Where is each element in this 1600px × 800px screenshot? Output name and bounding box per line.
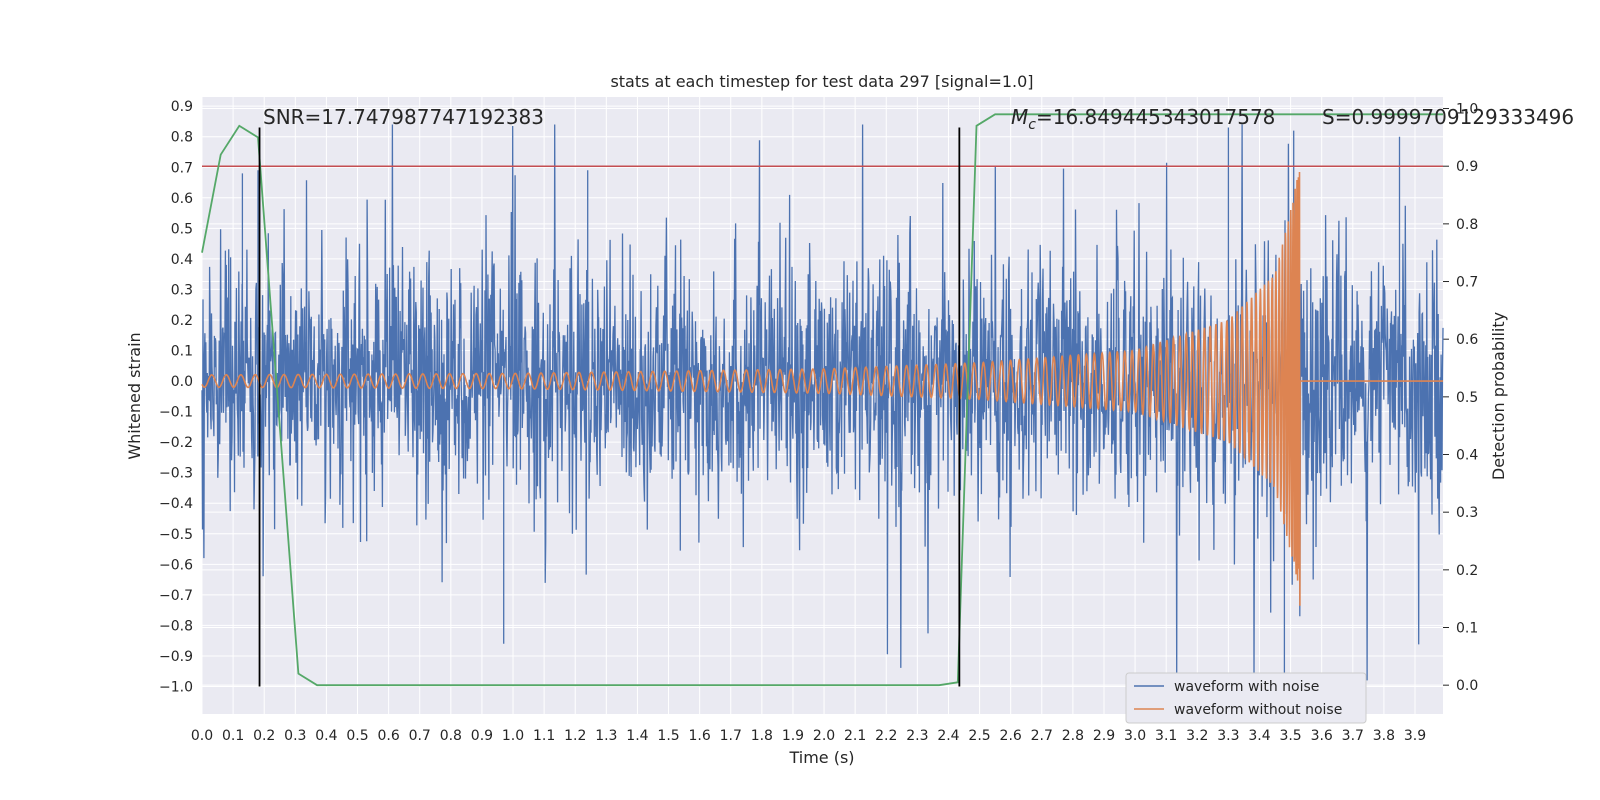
x-tick-label: 0.6 [377,728,399,744]
x-tick-label: 0.0 [191,728,213,744]
x-tick-label: 1.7 [720,728,742,744]
x-tick-label: 2.5 [968,728,990,744]
y-tick-label: 0.2 [171,313,193,329]
y-tick-label: 0.5 [171,221,193,237]
x-tick-label: 2.1 [844,728,866,744]
y-tick-label: −0.2 [159,435,193,451]
legend-box [1125,672,1367,724]
s-annotation: S=0.9999709129333496 [1322,105,1574,129]
legend-label-noise: waveform with noise [1174,679,1319,695]
x-tick-label: 0.7 [409,728,431,744]
y2-tick-label: 0.8 [1456,217,1478,233]
y-axis-right: 1.0 0.9 0.8 0.7 0.6 0.5 0.4 0.3 0.2 0.1 0.0 [1443,102,1478,694]
y-tick-label: −0.7 [159,588,193,604]
y-tick-label: 0.3 [171,282,193,298]
y-tick-label: 0.4 [171,252,193,268]
x-tick-label: 2.6 [1000,728,1022,744]
y2-tick-label: 1.0 [1456,102,1478,118]
y2-axis-label: Detection probability [1489,312,1508,480]
x-tick-label: 0.3 [284,728,306,744]
y2-tick-label: 0.5 [1456,390,1478,406]
y2-tick-label: 0.4 [1456,448,1478,464]
x-tick-label: 0.8 [440,728,462,744]
x-tick-label: 3.2 [1186,728,1208,744]
y-tick-label: 0.9 [171,99,193,115]
y2-tick-label: 0.3 [1456,505,1478,521]
x-tick-label: 1.8 [751,728,773,744]
y-axis-label: Whitened strain [125,332,144,459]
x-tick-label: 0.5 [346,728,368,744]
y-tick-label: 0.7 [171,160,193,176]
x-tick-label: 1.1 [533,728,555,744]
mc-symbol: M [1011,105,1028,129]
y2-tick-label: 0.7 [1456,275,1478,291]
x-tick-label: 3.0 [1124,728,1146,744]
y-tick-label: −1.0 [159,680,193,696]
y-tick-label: −0.1 [159,405,193,421]
x-tick-label: 2.9 [1093,728,1115,744]
legend-label-clean: waveform without noise [1174,702,1342,718]
x-axis-label: Time (s) [788,748,854,767]
x-tick-label: 3.1 [1155,728,1177,744]
x-tick-label: 3.5 [1279,728,1301,744]
mc-value: =16.849445343017578 [1036,105,1275,129]
x-tick-label: 2.8 [1062,728,1084,744]
chart-title: stats at each timestep for test data 297… [610,72,1033,91]
y-tick-label: −0.6 [159,557,193,573]
y2-tick-label: 0.6 [1456,332,1478,348]
series-detection-probability [201,113,1443,687]
x-tick-label: 3.7 [1342,728,1364,744]
x-tick-label: 3.6 [1311,728,1333,744]
y2-tick-label: 0.1 [1456,621,1478,637]
y-tick-label: 0.8 [171,130,193,146]
x-tick-label: 3.4 [1248,728,1270,744]
x-axis: 0.0 0.1 0.2 0.3 0.4 0.5 0.6 0.7 0.8 0.9 1.0 1.1 1.2 1… [191,728,1426,744]
y-tick-label: 0.0 [171,374,193,390]
x-tick-label: 2.3 [906,728,928,744]
x-tick-label: 0.4 [315,728,337,744]
snr-annotation: SNR=17.747987747192383 [263,105,544,129]
y2-tick-label: 0.0 [1456,678,1478,694]
y2-tick-label: 0.9 [1456,159,1478,175]
y-axis-left: 0.9 0.8 0.7 0.6 0.5 0.4 0.3 0.2 0.1 0.0 −0.1 −0.2 −0… [159,99,193,695]
x-tick-label: 0.2 [253,728,275,744]
x-tick-label: 1.6 [689,728,711,744]
x-tick-label: 0.9 [471,728,493,744]
overlay-layer [201,113,1443,687]
x-tick-label: 1.9 [782,728,804,744]
y-tick-label: −0.9 [159,649,193,665]
y-tick-label: 0.6 [171,191,193,207]
y-tick-label: −0.8 [159,618,193,634]
mc-annotation: Mc=16.849445343017578 [1011,105,1275,133]
x-tick-label: 3.8 [1373,728,1395,744]
y-tick-label: −0.5 [159,527,193,543]
x-tick-label: 1.3 [595,728,617,744]
y2-tick-label: 0.2 [1456,563,1478,579]
x-tick-label: 0.1 [222,728,244,744]
series-layer [201,124,1444,681]
x-tick-label: 1.0 [502,728,524,744]
x-tick-label: 2.7 [1031,728,1053,744]
x-tick-label: 1.2 [564,728,586,744]
x-tick-label: 2.4 [937,728,959,744]
x-tick-label: 1.5 [657,728,679,744]
legend: waveform with noise waveform without noi… [1125,672,1367,724]
y-tick-label: −0.3 [159,466,193,482]
x-tick-label: 2.0 [813,728,835,744]
mc-subscript: c [1028,117,1036,133]
x-tick-label: 3.9 [1404,728,1426,744]
x-tick-label: 1.4 [626,728,648,744]
x-tick-label: 2.2 [875,728,897,744]
y-tick-label: −0.4 [159,496,193,512]
y-tick-label: 0.1 [171,344,193,360]
series-waveform-without-noise [201,171,1443,606]
x-tick-label: 3.3 [1217,728,1239,744]
